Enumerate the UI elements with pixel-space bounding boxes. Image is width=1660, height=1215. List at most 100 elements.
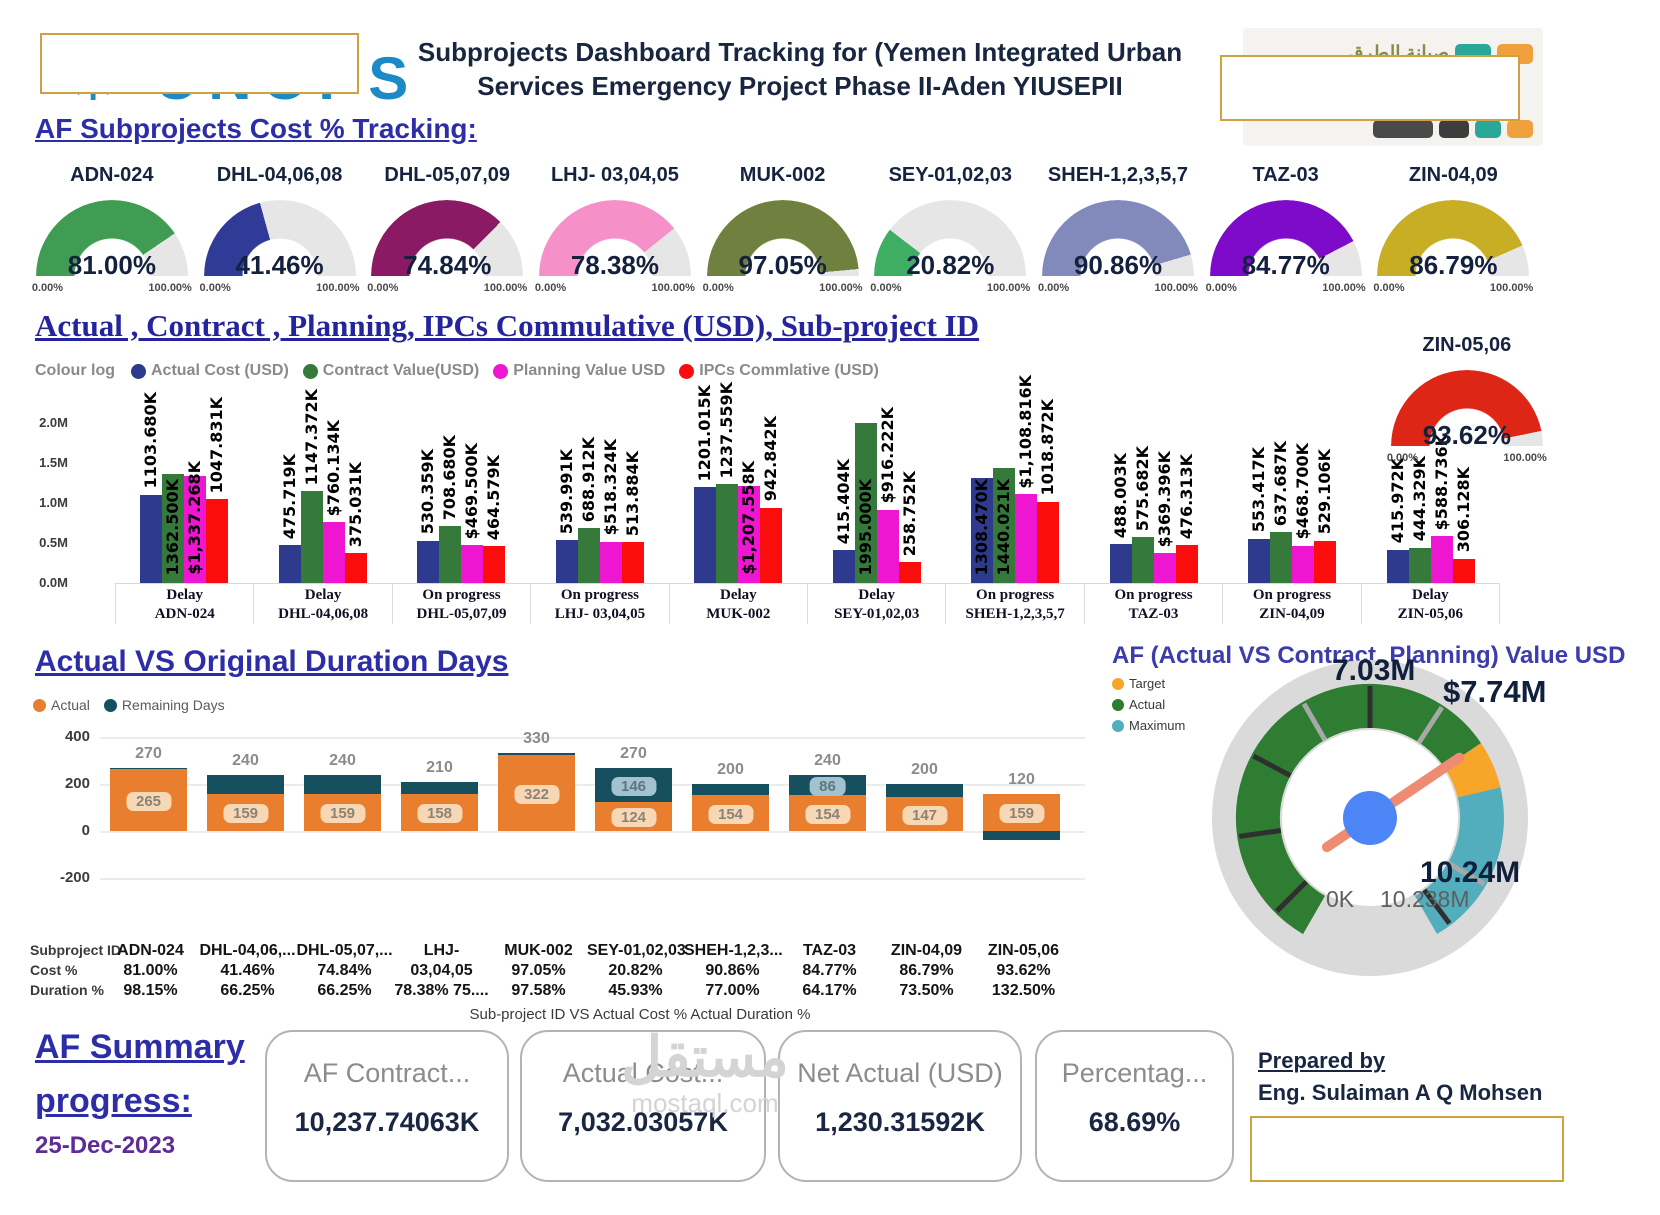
table-cell-id[interactable]: ZIN-04,09: [890, 942, 963, 959]
table-cell-id[interactable]: LHJ-: [423, 942, 460, 959]
duration-legend-item-2[interactable]: Remaining Days: [103, 697, 225, 713]
remaining-segment[interactable]: [886, 784, 963, 797]
table-cell-id[interactable]: ADN-024: [117, 942, 184, 959]
bar-MUK-002-s3[interactable]: [738, 486, 760, 583]
value-gauge-legend-item-3[interactable]: Maximum: [1112, 718, 1185, 733]
legend-item-1[interactable]: Actual Cost (USD): [130, 362, 289, 380]
cost-gauge-LHJ- 03,04,05[interactable]: LHJ- 03,04,05 78.38% 0.00% 100.00%: [531, 152, 699, 295]
table-cell-cost[interactable]: 20.82%: [608, 962, 663, 979]
bar-TAZ-03-s1[interactable]: [1109, 544, 1132, 583]
remaining-segment[interactable]: [692, 784, 769, 795]
bar-MUK-002-s2[interactable]: [716, 484, 738, 583]
bar-SEY-01,02,03-s4[interactable]: [898, 562, 921, 583]
bar-ZIN-05,06-s2[interactable]: [1408, 547, 1431, 583]
summary-card-2[interactable]: Actual Cost... 7,032.03057K: [520, 1030, 766, 1182]
cost-gauge-ADN-024[interactable]: ADN-024 81.00% 0.00% 100.00%: [28, 152, 196, 295]
remaining-segment[interactable]: [304, 774, 381, 794]
table-cell-duration[interactable]: 77.00%: [705, 982, 760, 999]
bar-DHL-05,07,09-s4[interactable]: [483, 545, 505, 583]
cost-gauge-ZIN-05,06[interactable]: ZIN-05,06 93.62% 0.00% 100.00%: [1383, 322, 1551, 465]
bar-SEY-01,02,03-s2[interactable]: [854, 423, 877, 583]
bar-ZIN-04,09-s4[interactable]: [1314, 540, 1336, 583]
table-cell-id[interactable]: MUK-002: [504, 942, 573, 959]
bar-SEY-01,02,03-s1[interactable]: [832, 549, 855, 583]
value-gauge[interactable]: [1195, 643, 1545, 993]
table-cell-cost[interactable]: 41.46%: [220, 962, 275, 979]
bar-TAZ-03-s2[interactable]: [1131, 536, 1154, 583]
table-cell-id[interactable]: SHEH-1,2,3...: [684, 942, 783, 959]
bar-DHL-04,06,08-s4[interactable]: [344, 553, 367, 583]
value-gauge-legend-item-1[interactable]: Target: [1112, 676, 1185, 691]
legend-item-4[interactable]: IPCs Commlative (USD): [679, 362, 879, 380]
table-cell-duration[interactable]: 66.25%: [317, 982, 372, 999]
table-cell-id[interactable]: ZIN-05,06: [987, 942, 1060, 959]
remaining-segment[interactable]: [498, 753, 575, 756]
cost-gauge-TAZ-03[interactable]: TAZ-03 84.77% 0.00% 100.00%: [1202, 152, 1370, 295]
table-cell-cost[interactable]: 84.77%: [802, 962, 857, 979]
bar-MUK-002-s4[interactable]: [760, 507, 782, 583]
cost-gauge-DHL-05,07,09[interactable]: DHL-05,07,09 74.84% 0.00% 100.00%: [363, 152, 531, 295]
table-cell-cost[interactable]: 74.84%: [317, 962, 372, 979]
legend-item-3[interactable]: Planning Value USD: [493, 362, 665, 380]
table-cell-duration[interactable]: 45.93%: [608, 982, 663, 999]
bar-SHEH-1,2,3,5,7-s4[interactable]: [1037, 501, 1059, 583]
table-cell-id[interactable]: DHL-04,06,...: [199, 942, 296, 959]
table-cell-id[interactable]: SEY-01,02,03: [587, 942, 686, 959]
bar-DHL-04,06,08-s1[interactable]: [278, 544, 301, 583]
table-cell-id[interactable]: DHL-05,07,...: [296, 942, 393, 959]
table-cell-id[interactable]: TAZ-03: [802, 942, 857, 959]
remaining-segment[interactable]: [401, 781, 478, 794]
bar-ADN-024-s2[interactable]: [162, 474, 184, 583]
cost-gauge-SHEH-1,2,3,5,7[interactable]: SHEH-1,2,3,5,7 90.86% 0.00% 100.00%: [1034, 152, 1202, 295]
remaining-segment[interactable]: [207, 774, 284, 794]
table-cell-duration[interactable]: 97.58%: [511, 982, 566, 999]
legend-item-2[interactable]: Contract Value(USD): [302, 362, 479, 380]
bar-DHL-05,07,09-s2[interactable]: [439, 526, 461, 583]
summary-card-1[interactable]: AF Contract... 10,237.74063K: [265, 1030, 509, 1182]
bar-SHEH-1,2,3,5,7-s1[interactable]: [971, 478, 993, 583]
bar-ADN-024-s4[interactable]: [206, 499, 228, 583]
table-cell-duration[interactable]: 73.50%: [899, 982, 954, 999]
bar-TAZ-03-s3[interactable]: [1153, 553, 1176, 583]
bar-SEY-01,02,03-s3[interactable]: [876, 509, 899, 583]
bar-LHJ- 03,04,05-s3[interactable]: [599, 541, 622, 583]
table-cell-cost[interactable]: 81.00%: [123, 962, 178, 979]
bar-SHEH-1,2,3,5,7-s2[interactable]: [993, 467, 1015, 583]
value-gauge-legend-item-2[interactable]: Actual: [1112, 697, 1185, 712]
table-cell-duration[interactable]: 64.17%: [802, 982, 857, 999]
bar-MUK-002-s1[interactable]: [694, 486, 716, 583]
table-cell-duration[interactable]: 98.15%: [123, 982, 178, 999]
bar-DHL-05,07,09-s3[interactable]: [461, 545, 483, 583]
bar-ZIN-05,06-s4[interactable]: [1452, 558, 1475, 583]
bar-ZIN-04,09-s2[interactable]: [1270, 532, 1292, 583]
table-cell-duration[interactable]: 66.25%: [220, 982, 275, 999]
cost-gauge-SEY-01,02,03[interactable]: SEY-01,02,03 20.82% 0.00% 100.00%: [866, 152, 1034, 295]
remaining-segment[interactable]: [983, 831, 1060, 841]
summary-card-3[interactable]: Net Actual (USD) 1,230.31592K: [778, 1030, 1022, 1182]
bar-LHJ- 03,04,05-s4[interactable]: [621, 541, 644, 583]
bar-TAZ-03-s4[interactable]: [1175, 544, 1198, 583]
bar-ZIN-04,09-s3[interactable]: [1292, 545, 1314, 583]
table-cell-cost[interactable]: 90.86%: [705, 962, 760, 979]
bar-DHL-04,06,08-s2[interactable]: [300, 491, 323, 583]
remaining-segment[interactable]: [110, 767, 187, 769]
bar-LHJ- 03,04,05-s2[interactable]: [577, 527, 600, 583]
bar-ZIN-05,06-s3[interactable]: [1430, 535, 1453, 583]
bar-SHEH-1,2,3,5,7-s3[interactable]: [1015, 494, 1037, 583]
table-cell-duration[interactable]: 78.38% 75....: [394, 982, 489, 999]
bar-ADN-024-s3[interactable]: [184, 476, 206, 583]
duration-legend-item-1[interactable]: Actual: [33, 697, 90, 713]
table-cell-cost[interactable]: 03,04,05: [410, 962, 473, 979]
bar-DHL-05,07,09-s1[interactable]: [417, 540, 439, 583]
bar-LHJ- 03,04,05-s1[interactable]: [555, 539, 578, 583]
cost-gauge-DHL-04,06,08[interactable]: DHL-04,06,08 41.46% 0.00% 100.00%: [196, 152, 364, 295]
table-cell-cost[interactable]: 86.79%: [899, 962, 954, 979]
table-cell-cost[interactable]: 93.62%: [996, 962, 1051, 979]
summary-card-4[interactable]: Percentag... 68.69%: [1035, 1030, 1234, 1182]
table-cell-cost[interactable]: 97.05%: [511, 962, 566, 979]
table-cell-duration[interactable]: 132.50%: [991, 982, 1056, 999]
bar-ZIN-04,09-s1[interactable]: [1248, 538, 1270, 583]
bar-DHL-04,06,08-s3[interactable]: [322, 522, 345, 583]
cost-gauge-ZIN-04,09[interactable]: ZIN-04,09 86.79% 0.00% 100.00%: [1370, 152, 1538, 295]
cost-gauge-MUK-002[interactable]: MUK-002 97.05% 0.00% 100.00%: [699, 152, 867, 295]
